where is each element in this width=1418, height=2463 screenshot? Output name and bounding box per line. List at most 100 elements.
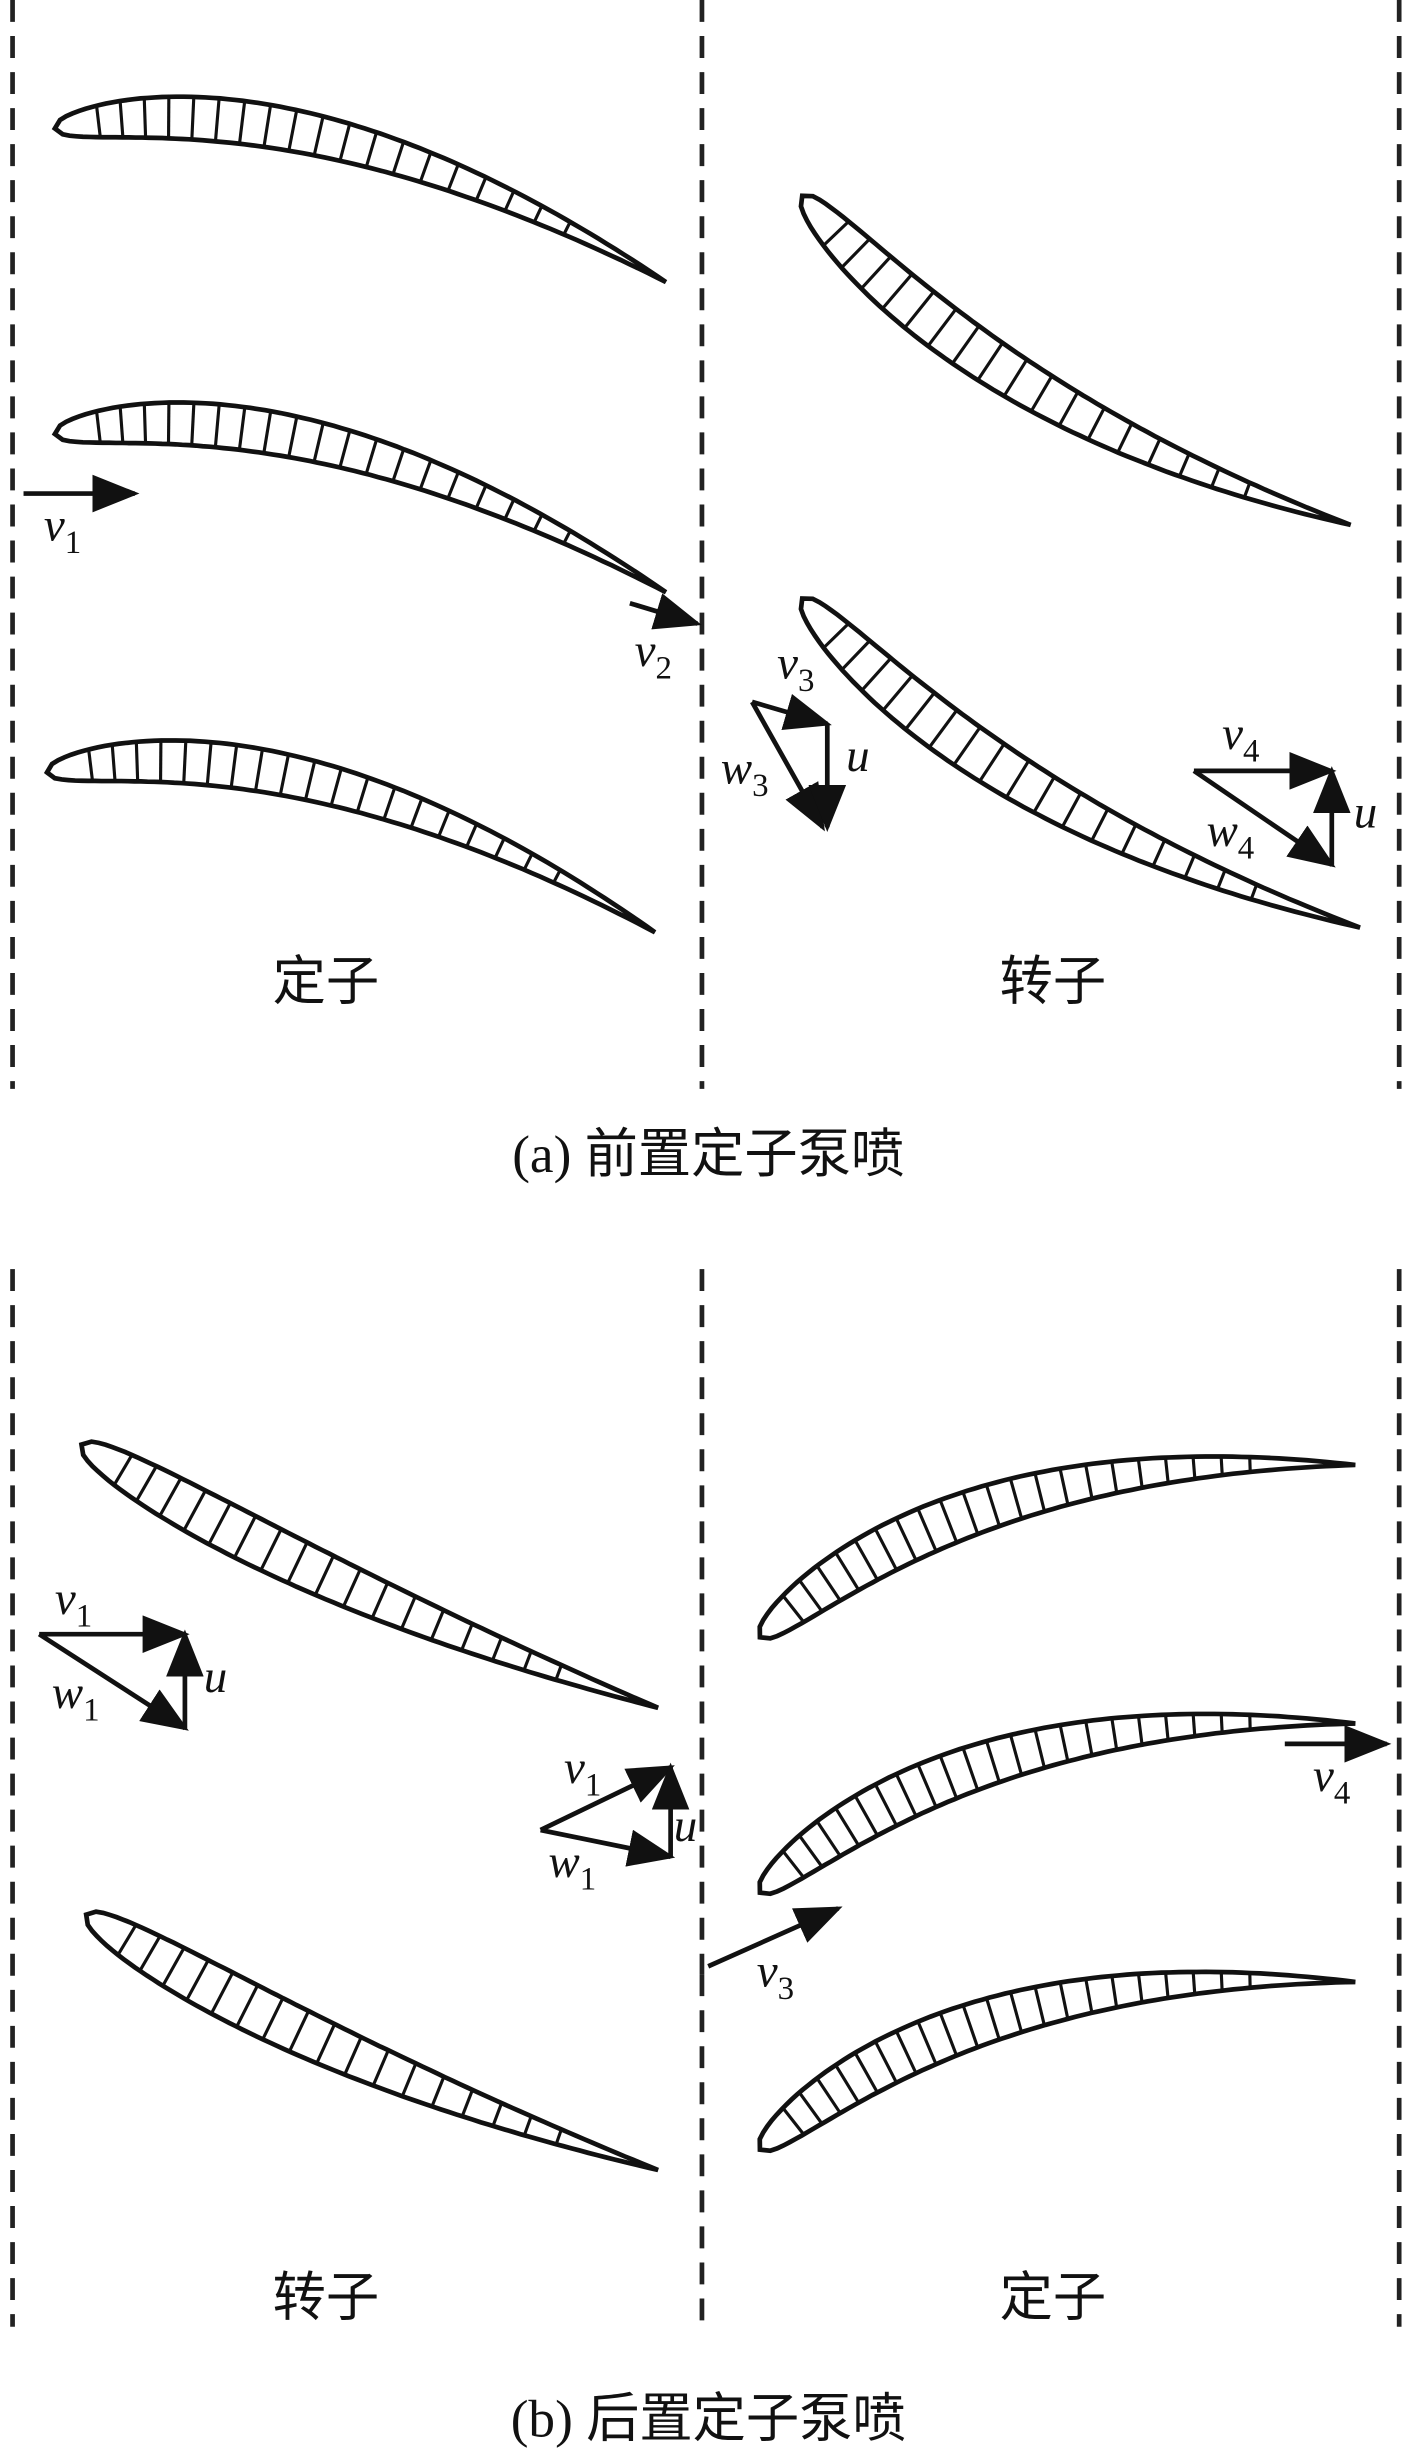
blade-hatch <box>938 1755 959 1799</box>
blade-hatch <box>1219 1971 1224 1991</box>
blade-hatch <box>834 1551 861 1591</box>
blade-hatch <box>928 709 959 749</box>
blade-hatch <box>185 1959 210 2001</box>
blade-hatch <box>873 1528 898 1571</box>
blade-hatch <box>338 430 352 468</box>
blade-hatch <box>503 190 516 212</box>
blade-hatch <box>1110 1461 1119 1494</box>
caption: (b) 后置定子泵喷 <box>511 2389 906 2448</box>
vector-label: u <box>674 1800 698 1852</box>
blade-hatch <box>532 205 544 223</box>
vector-label: v4 <box>1313 1750 1350 1812</box>
blade-hatch <box>207 1502 232 1545</box>
blade-hatch <box>522 852 534 871</box>
vector-label: u <box>204 1651 228 1703</box>
blade-hatch <box>474 176 488 201</box>
blade-hatch <box>190 402 196 446</box>
blade-hatch <box>1164 1972 1170 1999</box>
blade-hatch <box>1004 759 1031 799</box>
blade-hatch <box>1002 358 1029 397</box>
vector-label: u <box>1354 786 1377 838</box>
blade-hatch <box>853 1795 879 1837</box>
blade-hatch <box>815 2077 842 2114</box>
blade-hatch <box>213 98 221 142</box>
blade-hatch <box>205 742 213 786</box>
blade-hatch <box>1009 1991 1024 2033</box>
blade-hatch <box>815 1564 842 1602</box>
blade-hatch <box>315 2023 337 2064</box>
blade-hatch <box>1136 1973 1144 2003</box>
blade-hatch <box>1057 391 1080 427</box>
blade-hatch <box>1136 1715 1144 1745</box>
blade-hatch <box>1163 1714 1170 1741</box>
blade-hatch <box>95 411 102 443</box>
blade-hatch <box>364 438 379 475</box>
blade-hatch <box>446 471 460 499</box>
blade-hatch <box>952 726 982 766</box>
blade-hatch <box>822 220 850 247</box>
vector-label: v3 <box>757 1946 794 2008</box>
blade <box>51 94 668 285</box>
blade-hatch <box>881 273 914 310</box>
blade-hatch <box>1163 1457 1170 1484</box>
blade-hatch <box>182 740 188 784</box>
blade-hatch <box>860 657 893 692</box>
caption: (a) 前置定子泵喷 <box>512 1125 904 1184</box>
blade <box>798 596 1361 930</box>
blade-hatch <box>781 2107 805 2136</box>
blade-hatch <box>288 2010 310 2053</box>
blade-hatch <box>961 2004 980 2048</box>
blade-hatch <box>209 1971 235 2015</box>
blade-hatch <box>1110 1975 1119 2008</box>
blade-hatch <box>1183 854 1196 879</box>
blade-hatch <box>1084 1464 1094 1499</box>
vector-label: v4 <box>1222 708 1259 770</box>
blade-hatch <box>418 459 433 490</box>
blade-hatch <box>429 1609 446 1641</box>
blade-hatch <box>437 810 451 838</box>
blade-hatch <box>1058 1982 1070 2020</box>
vector-label: w1 <box>548 1836 596 1898</box>
blade-hatch <box>391 448 406 482</box>
blade-hatch <box>382 786 397 820</box>
blade-hatch <box>112 1454 134 1486</box>
blade-hatch <box>1210 467 1221 488</box>
blades <box>43 94 1361 2173</box>
blade-hatch <box>237 406 247 450</box>
blade-hatch <box>881 674 914 712</box>
blade <box>757 1969 1356 2154</box>
blade-hatch <box>834 2064 860 2104</box>
vector-label: v1 <box>55 1573 92 1635</box>
blade-hatch <box>409 797 424 829</box>
vector-label: u <box>846 730 870 782</box>
blade-hatch <box>87 749 95 782</box>
blade-hatch <box>1086 407 1106 441</box>
blade <box>51 400 668 595</box>
blade-hatch <box>894 1773 918 1817</box>
blade <box>757 1454 1356 1641</box>
blade-hatch <box>1219 1713 1224 1733</box>
blade-hatch <box>474 484 488 509</box>
blade-hatch <box>894 1517 918 1562</box>
blade-hatch <box>312 422 325 463</box>
blade-hatch <box>522 2115 533 2136</box>
blade-hatch <box>237 100 247 144</box>
blade-hatch <box>190 96 196 140</box>
blade-hatch <box>1120 824 1138 855</box>
blade-hatch <box>182 1489 207 1532</box>
blade-hatch <box>134 741 140 782</box>
blade-hatch <box>961 1747 980 1791</box>
blade-hatch <box>158 1477 183 1517</box>
vector-label: v1 <box>564 1742 601 1804</box>
blade-hatch <box>287 109 299 152</box>
blade-hatch <box>118 406 125 444</box>
blade-hatch <box>262 104 273 148</box>
blade-hatch <box>938 1499 959 1543</box>
blade-hatch <box>853 2052 879 2094</box>
blade-hatch <box>798 2091 824 2125</box>
blade-hatch <box>1249 884 1259 900</box>
blade-hatch <box>834 1807 861 1847</box>
blade-hatch <box>1060 792 1082 828</box>
blade-hatch <box>491 1636 503 1661</box>
blade-hatch <box>364 131 378 168</box>
